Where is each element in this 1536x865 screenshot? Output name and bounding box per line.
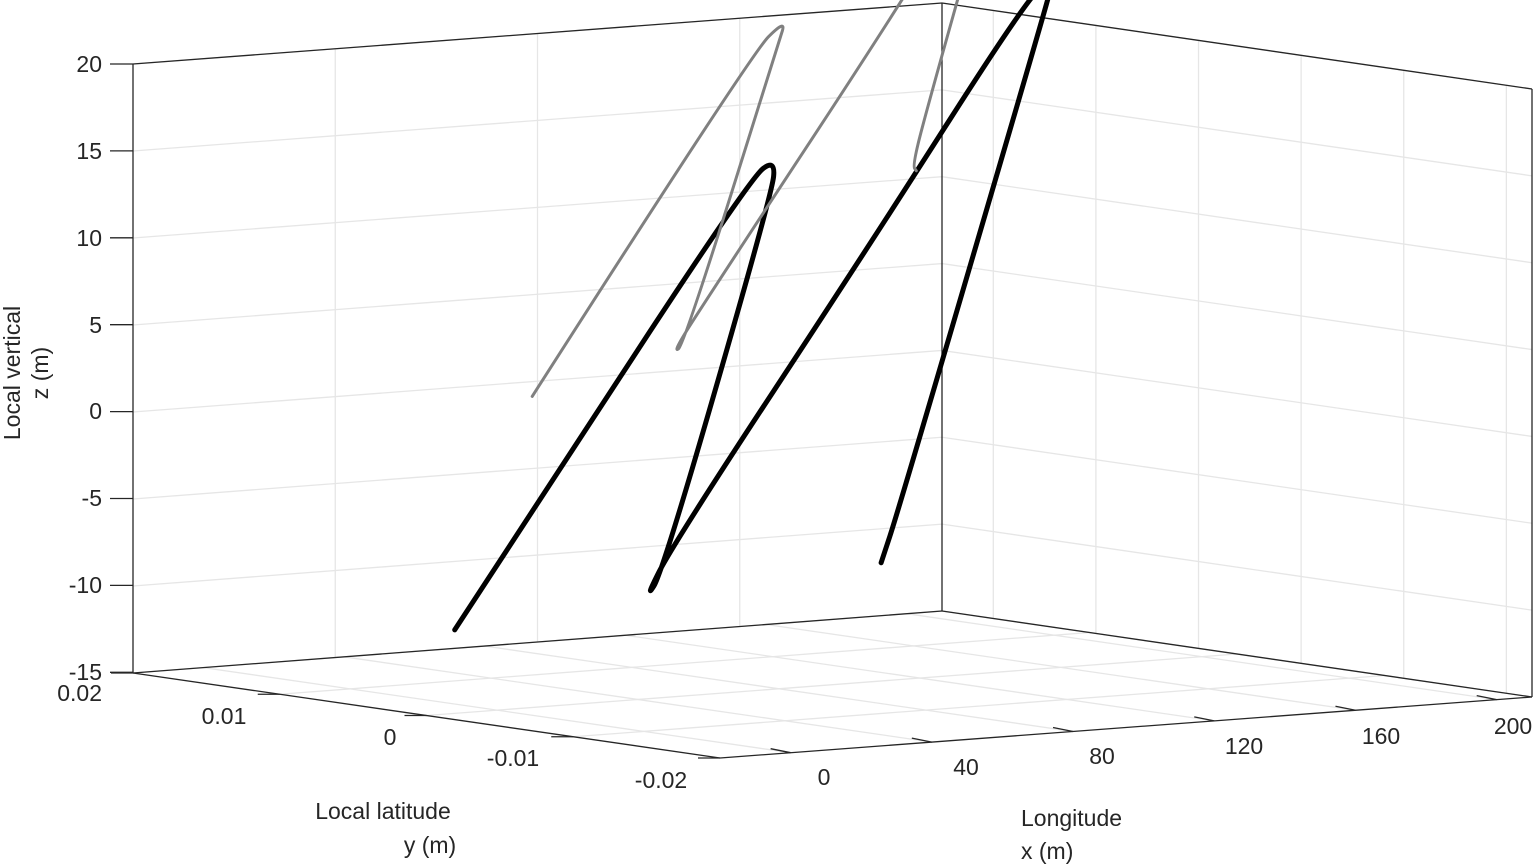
grid xyxy=(132,2,1533,754)
axes-edge xyxy=(941,2,1533,90)
y-gridline-floor xyxy=(426,653,1238,717)
z-tick-labels: 20 15 10 5 0 -5 -10 -15 xyxy=(69,51,102,685)
series-lines xyxy=(452,0,1051,633)
z-tick-label: -10 xyxy=(69,572,102,598)
x-gridline-floor xyxy=(906,613,1497,701)
axes-edge xyxy=(132,2,943,65)
x-axis-label-line1: Longitude xyxy=(1021,805,1122,831)
y-tick-label: -0.02 xyxy=(635,767,687,793)
x-axis-label-line2: x (m) xyxy=(1021,838,1073,864)
z-gridline xyxy=(132,262,1533,351)
x-tick-labels: 0 40 80 120 160 200 xyxy=(818,713,1533,790)
x-tick-mark xyxy=(1194,716,1215,722)
y-tick-labels: 0.02 0.01 0 -0.01 -0.02 xyxy=(57,680,687,793)
x-tick-label: 0 xyxy=(818,764,831,790)
tick-marks xyxy=(110,63,1497,759)
z-gridline xyxy=(132,89,1533,177)
x-tick-label: 160 xyxy=(1362,723,1400,749)
x-tick-mark xyxy=(1476,695,1497,701)
z-tick-label: -5 xyxy=(82,485,102,511)
y-gridline-floor xyxy=(573,674,1385,738)
y-axis-label-line1: Local latitude xyxy=(315,798,451,824)
x-tick-label: 200 xyxy=(1494,713,1532,739)
series-line-2 xyxy=(530,0,960,398)
x-gridline-floor xyxy=(484,645,1074,733)
z-gridline xyxy=(132,349,1533,438)
series-line-1 xyxy=(452,0,1051,633)
z-axis-label-line1: Local vertical xyxy=(0,306,25,440)
x-tick-mark xyxy=(1052,726,1074,733)
z-gridline xyxy=(132,523,1533,611)
z-tick-label: 5 xyxy=(89,312,102,338)
x-tick-mark xyxy=(1335,705,1356,711)
axes-edge xyxy=(941,610,1533,698)
axes-edge xyxy=(719,696,1533,759)
x-tick-mark xyxy=(911,737,932,743)
z-tick-label: 15 xyxy=(76,138,102,164)
z-tick-label: -15 xyxy=(69,659,102,685)
y-gridline-floor xyxy=(279,631,1090,695)
x-gridline-floor xyxy=(343,656,932,743)
y-tick-label: 0.01 xyxy=(202,703,247,729)
z-tick-label: 10 xyxy=(76,225,102,251)
x-gridline-floor xyxy=(625,634,1215,722)
y-tick-label: 0 xyxy=(384,724,397,750)
axes-box xyxy=(132,2,1533,759)
axes-edge xyxy=(132,610,943,674)
z-axis-label-line2: z (m) xyxy=(27,347,53,399)
y-axis-label-line2: y (m) xyxy=(404,832,456,858)
y-tick-label: 0.02 xyxy=(57,680,102,706)
z-tick-label: 0 xyxy=(89,398,102,424)
x-tick-label: 40 xyxy=(953,754,979,780)
z-tick-label: 20 xyxy=(76,51,102,77)
x-gridline-floor xyxy=(766,623,1356,711)
y-tick-label: -0.01 xyxy=(487,745,539,771)
z-gridline xyxy=(132,436,1533,524)
z-gridline xyxy=(132,176,1533,264)
z-gridline xyxy=(132,2,1533,90)
x-gridline-floor xyxy=(203,666,791,754)
x-tick-label: 80 xyxy=(1089,743,1115,769)
x-tick-label: 120 xyxy=(1225,733,1263,759)
x-tick-mark xyxy=(770,748,791,754)
